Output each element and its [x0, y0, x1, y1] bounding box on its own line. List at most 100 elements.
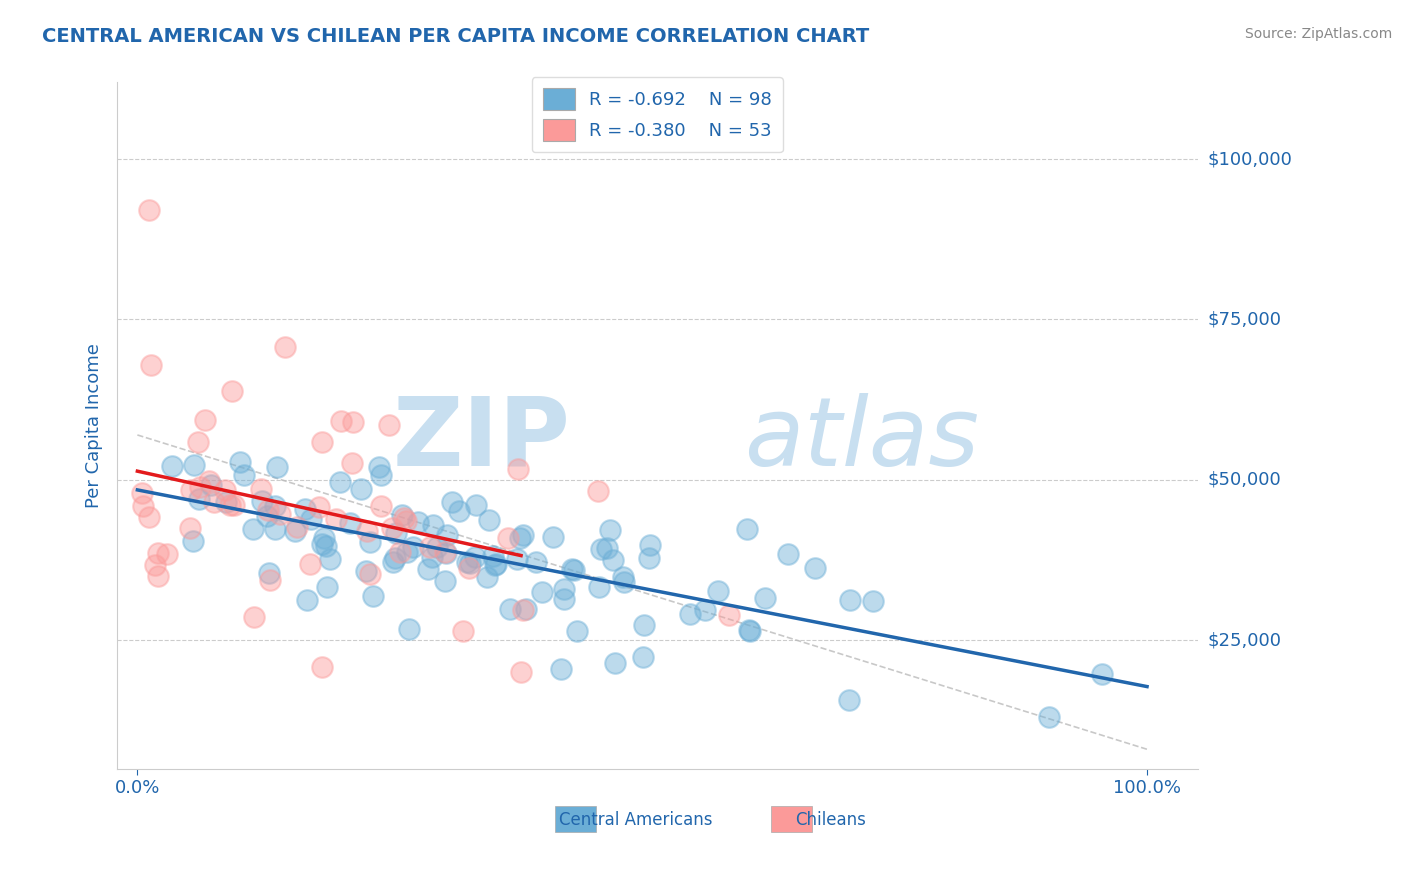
Point [1091, 667, 1114, 681]
Point [264, 499, 287, 513]
Point [531, 585, 554, 599]
Point [342, 415, 364, 429]
Point [389, 544, 412, 558]
Text: Source: ZipAtlas.com: Source: ZipAtlas.com [1244, 27, 1392, 41]
Text: $25,000: $25,000 [1208, 632, 1282, 649]
Point [515, 602, 537, 616]
Point [589, 542, 612, 557]
Text: $100,000: $100,000 [1208, 150, 1292, 168]
Point [257, 566, 280, 580]
Point [269, 507, 291, 521]
Point [740, 624, 762, 639]
Point [484, 558, 506, 573]
Point [541, 530, 564, 544]
Point [181, 534, 204, 549]
Point [214, 483, 236, 498]
Point [143, 558, 166, 572]
Point [131, 486, 153, 500]
Point [370, 499, 392, 513]
Point [564, 563, 586, 577]
Text: $75,000: $75,000 [1208, 310, 1282, 328]
Point [612, 570, 634, 584]
Point [215, 495, 238, 509]
Point [329, 414, 352, 428]
Point [194, 413, 217, 427]
Point [381, 521, 404, 535]
Text: Chileans: Chileans [794, 811, 866, 829]
Point [391, 508, 413, 522]
Point [449, 504, 471, 518]
Point [464, 550, 486, 565]
Point [361, 589, 384, 603]
Point [156, 547, 179, 561]
Point [456, 555, 478, 569]
Point [395, 515, 418, 529]
Point [524, 555, 547, 569]
Point [179, 521, 201, 535]
Point [477, 569, 499, 583]
Point [311, 537, 333, 551]
Point [838, 692, 860, 706]
Point [138, 509, 160, 524]
Point [315, 539, 337, 553]
Point [259, 574, 281, 588]
Point [198, 474, 221, 488]
Point [422, 518, 444, 533]
Point [1038, 710, 1060, 724]
Point [613, 575, 636, 590]
Point [381, 555, 404, 569]
Point [385, 526, 408, 541]
Point [434, 544, 457, 558]
Point [392, 511, 415, 525]
Point [243, 610, 266, 624]
Point [509, 531, 531, 545]
Point [776, 547, 799, 561]
Y-axis label: Per Capita Income: Per Capita Income [86, 343, 103, 508]
Point [257, 503, 280, 517]
Point [359, 567, 381, 582]
Point [146, 569, 169, 583]
Point [638, 551, 661, 566]
Point [602, 553, 624, 567]
Point [588, 580, 610, 594]
Point [183, 458, 205, 473]
Point [707, 583, 730, 598]
Point [560, 562, 582, 576]
Point [319, 551, 342, 566]
Point [229, 455, 252, 469]
Point [250, 494, 273, 508]
Point [679, 607, 702, 621]
Text: atlas: atlas [744, 392, 979, 485]
FancyBboxPatch shape [770, 806, 811, 832]
Point [398, 623, 420, 637]
Point [311, 659, 333, 673]
Point [440, 495, 463, 509]
Point [188, 492, 211, 507]
Point [496, 531, 519, 545]
Point [148, 546, 170, 560]
Text: Central Americans: Central Americans [560, 811, 713, 829]
FancyBboxPatch shape [555, 806, 596, 832]
Point [458, 561, 481, 575]
Point [339, 516, 361, 530]
Point [342, 457, 364, 471]
Point [482, 549, 505, 563]
Point [274, 340, 297, 354]
Point [370, 467, 392, 482]
Point [862, 594, 884, 608]
Point [638, 538, 661, 552]
Point [187, 435, 209, 450]
Point [420, 550, 443, 565]
Point [418, 562, 440, 576]
Point [603, 657, 626, 671]
Point [354, 565, 377, 579]
Point [586, 484, 609, 499]
Point [367, 460, 389, 475]
Point [224, 498, 246, 512]
Point [735, 522, 758, 536]
Point [419, 540, 441, 554]
Text: ZIP: ZIP [394, 392, 571, 485]
Point [359, 535, 381, 549]
Point [232, 467, 254, 482]
Point [329, 475, 352, 490]
